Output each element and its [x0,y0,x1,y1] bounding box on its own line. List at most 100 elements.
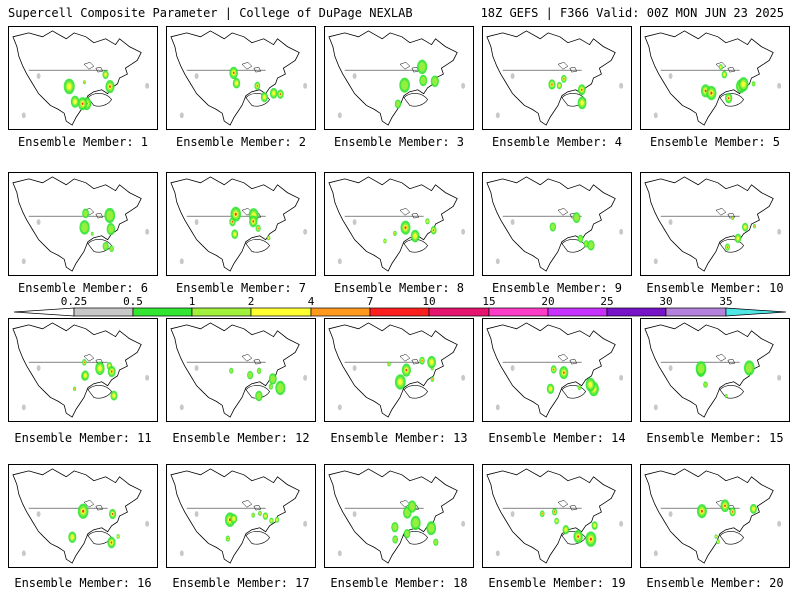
continent-outline [12,30,142,126]
ensemble-member-map [8,318,158,422]
scp-contour [269,384,273,389]
scp-contour [104,72,107,77]
colorbar-tick-label: 15 [482,295,495,308]
scp-contour [428,523,435,533]
ensemble-member-label: Ensemble Member: 17 [172,576,310,590]
ensemble-member-map [324,464,474,568]
scp-contour [413,233,417,239]
gulf-coastline [719,239,744,253]
low-value-patch [777,520,782,527]
scp-contour [398,378,403,386]
scp-contour [577,535,580,538]
ensemble-member-map [166,464,316,568]
scp-contour [421,359,423,362]
scp-contour [384,240,386,242]
scp-contour [578,387,580,389]
ensemble-member-label: Ensemble Member: 5 [649,135,781,149]
scp-contour [553,368,555,371]
scp-contour [433,229,435,232]
gulf-coastline [719,385,744,399]
colorbar-segment [665,307,727,317]
scp-contour [83,361,85,363]
ensemble-member-label: Ensemble Member: 9 [491,281,623,295]
scp-contour [112,393,116,398]
low-value-patch [337,258,342,265]
scp-contour [110,370,113,373]
scp-contour [589,537,592,541]
low-value-patch [36,73,41,79]
low-value-patch [194,219,199,225]
colorbar-segment [369,307,430,317]
low-value-patch [194,73,199,79]
map-title: Supercell Composite Parameter | College … [8,6,413,20]
low-value-patch [194,365,199,371]
scp-contour [232,71,235,75]
low-value-patch [510,219,515,225]
low-value-patch [145,82,150,89]
colorbar-tick-label: 0.25 [61,295,88,308]
ensemble-member-map [324,318,474,422]
ensemble-member-label: Ensemble Member: 4 [491,135,623,149]
low-value-patch [145,228,150,235]
colorbar-segment [73,307,134,317]
great-lakes-outline [557,500,578,511]
scp-contour [252,220,255,223]
scp-contour [429,359,434,365]
continent-outline [12,176,142,272]
great-lakes-outline [241,62,262,73]
low-value-patch [179,258,184,265]
low-value-patch [303,374,308,381]
ensemble-member-map [324,26,474,130]
continent-outline [328,468,458,564]
scp-contour [259,512,261,514]
continent-outline [644,176,774,272]
scp-contour [395,101,401,107]
ensemble-member-label: Ensemble Member: 14 [488,431,626,445]
low-value-patch [145,374,150,381]
gulf-coastline [87,93,112,107]
scp-contour [83,210,88,217]
scp-contour [110,541,113,544]
low-value-patch [145,520,150,527]
ensemble-member-label: Ensemble Member: 18 [330,576,468,590]
colorbar-segment [547,307,608,317]
low-value-patch [36,511,41,517]
low-value-patch [21,550,26,557]
low-value-patch [461,228,466,235]
scp-contour [412,518,419,528]
low-value-patch [21,258,26,265]
scp-contour [703,382,707,387]
scp-contour [580,100,584,106]
colorbar-left-arrow [13,307,75,317]
colorbar-tick-label: 25 [600,295,613,308]
great-lakes-outline [399,354,420,365]
ensemble-member-label: Ensemble Member: 2 [175,135,307,149]
continent-outline [644,30,774,126]
colorbar-segment [310,307,371,317]
low-value-patch [510,73,515,79]
scp-contour [555,519,558,523]
scp-contour [264,514,267,518]
low-value-patch [777,374,782,381]
low-value-patch [495,112,500,119]
great-lakes-outline [83,500,104,511]
scp-contour [717,540,719,543]
scp-contour [704,89,707,93]
continent-outline [12,322,142,418]
scp-contour [84,81,85,83]
scp-contour [262,95,266,100]
low-value-patch [461,82,466,89]
colorbar-tick-label: 4 [308,295,315,308]
scp-contour [752,506,755,511]
scp-contour [549,386,552,391]
scp-contour [731,510,734,513]
scp-contour [257,368,261,373]
scp-contour [715,535,717,538]
ensemble-member-label: Ensemble Member: 11 [14,431,152,445]
run-valid-time: 18Z GEFS | F366 Valid: 00Z MON JUN 23 20… [480,6,784,20]
low-value-patch [36,365,41,371]
scp-contour [745,363,753,373]
low-value-patch [21,404,26,411]
great-lakes-outline [241,500,262,511]
scp-contour [563,78,565,80]
